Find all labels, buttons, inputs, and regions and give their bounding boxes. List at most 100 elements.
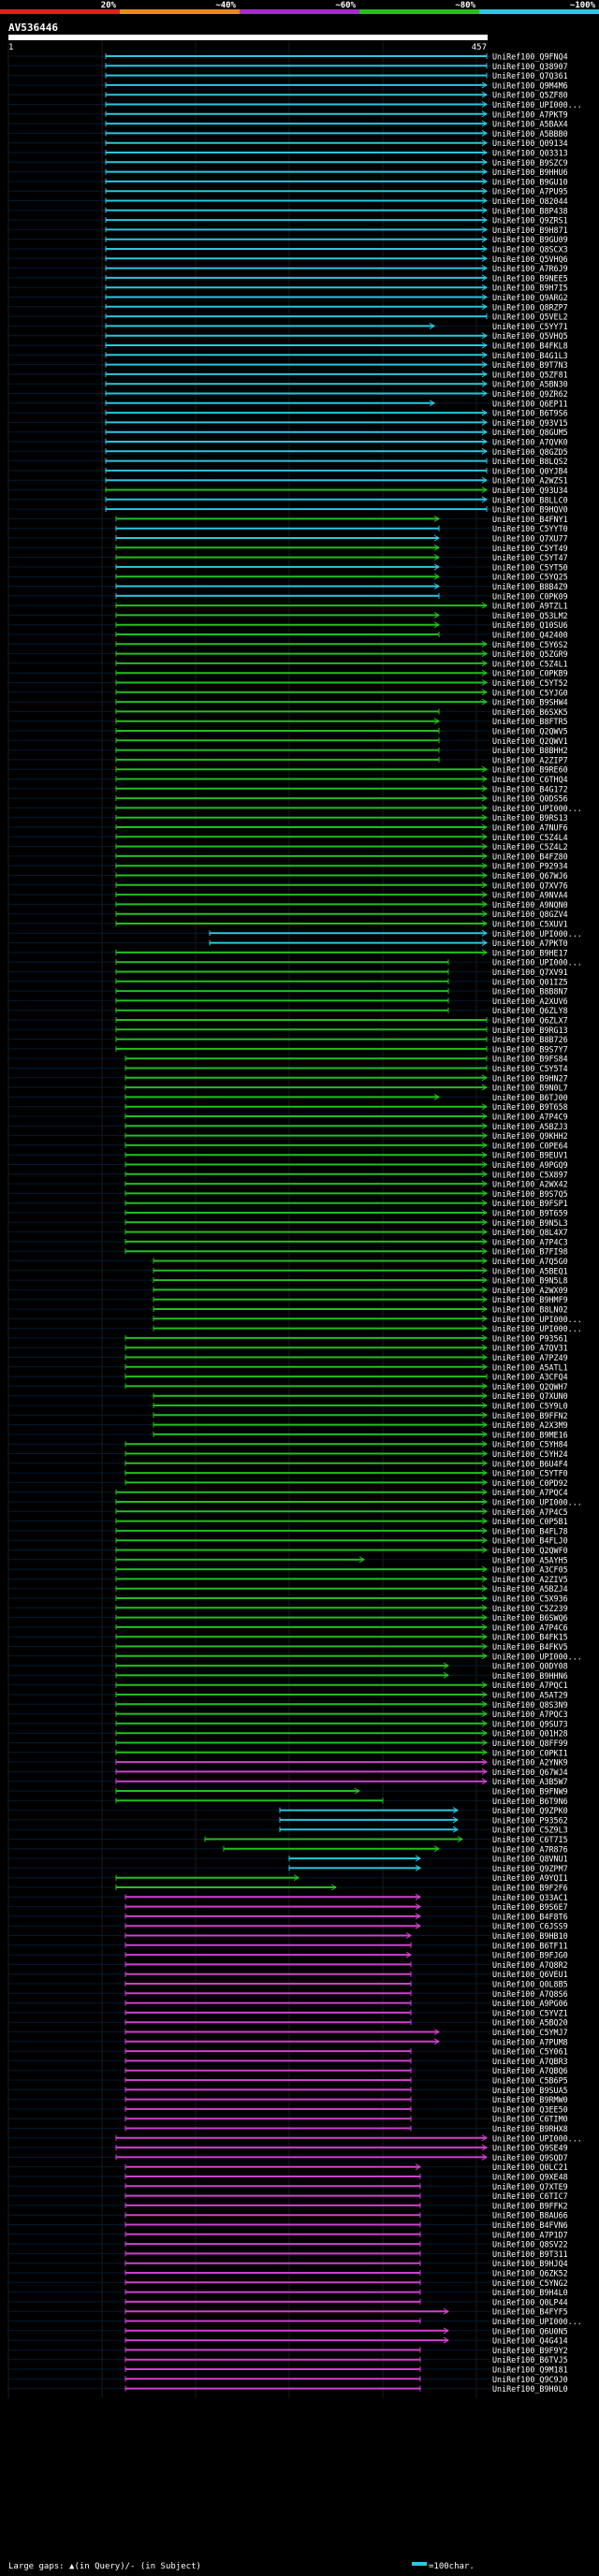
hit-row[interactable]: UniRef100_B4F8T6: [8, 1912, 568, 1921]
hit-row[interactable]: UniRef100_C6T7I5: [8, 1835, 568, 1844]
hit-label[interactable]: UniRef100_C0PKI1: [492, 1748, 568, 1757]
hit-label[interactable]: UniRef100_A7P4C6: [492, 1623, 568, 1632]
hit-row[interactable]: UniRef100_A7PQC4: [8, 1488, 568, 1497]
hit-row[interactable]: UniRef100_A9PGQ9: [8, 1160, 568, 1170]
hit-label[interactable]: UniRef100_Q09134: [492, 138, 568, 148]
hit-label[interactable]: UniRef100_C6TIM0: [492, 2115, 568, 2124]
hit-row[interactable]: UniRef100_Q03313: [8, 149, 568, 158]
hit-row[interactable]: UniRef100_Q67WJ4: [8, 1768, 568, 1777]
hit-label[interactable]: UniRef100_UPI000...: [492, 804, 582, 813]
hit-label[interactable]: UniRef100_Q67WJ6: [492, 871, 568, 880]
hit-row[interactable]: UniRef100_C5YT52: [8, 678, 568, 688]
hit-label[interactable]: UniRef100_Q8FF99: [492, 1739, 568, 1748]
hit-row[interactable]: UniRef100_C5Z4L1: [8, 659, 568, 668]
hit-row[interactable]: UniRef100_B4G172: [8, 784, 568, 793]
hit-label[interactable]: UniRef100_Q8GUM5: [492, 428, 568, 437]
hit-row[interactable]: UniRef100_A7Q8S6: [8, 1989, 568, 1999]
hit-row[interactable]: UniRef100_C0P5B1: [8, 1517, 568, 1526]
hit-row[interactable]: UniRef100_C0PE64: [8, 1141, 568, 1150]
hit-label[interactable]: UniRef100_A9NQN0: [492, 900, 568, 910]
hit-label[interactable]: UniRef100_B9SUA5: [492, 2086, 568, 2095]
hit-label[interactable]: UniRef100_Q9ZR62: [492, 389, 568, 399]
hit-row[interactable]: UniRef100_A7QBQ6: [8, 2066, 568, 2075]
hit-label[interactable]: UniRef100_A5BN30: [492, 380, 568, 389]
hit-label[interactable]: UniRef100_B9RE60: [492, 765, 568, 775]
hit-label[interactable]: UniRef100_A3CF05: [492, 1565, 568, 1575]
hit-row[interactable]: UniRef100_Q9KHH2: [8, 1131, 568, 1141]
hit-label[interactable]: UniRef100_Q67WJ4: [492, 1768, 568, 1777]
hit-row[interactable]: UniRef100_B9T659: [8, 1209, 568, 1218]
hit-label[interactable]: UniRef100_A3CFQ4: [492, 1373, 568, 1382]
hit-row[interactable]: UniRef100_C5Y6S2: [8, 640, 568, 649]
hit-label[interactable]: UniRef100_Q4G414: [492, 2336, 568, 2346]
hit-row[interactable]: UniRef100_Q4G414: [8, 2336, 568, 2346]
hit-label[interactable]: UniRef100_C5YT50: [492, 562, 568, 572]
hit-label[interactable]: UniRef100_A7QVK0: [492, 438, 568, 447]
hit-row[interactable]: UniRef100_A7QBR3: [8, 2057, 568, 2066]
hit-label[interactable]: UniRef100_C0PE64: [492, 1141, 568, 1150]
hit-row[interactable]: UniRef100_Q9SU73: [8, 1719, 568, 1728]
hit-label[interactable]: UniRef100_C5YT47: [492, 553, 568, 562]
hit-label[interactable]: UniRef100_B9FS84: [492, 1055, 568, 1064]
hit-label[interactable]: UniRef100_UPI000...: [492, 929, 582, 939]
hit-label[interactable]: UniRef100_Q9ZRS1: [492, 216, 568, 226]
hit-label[interactable]: UniRef100_A2WX09: [492, 1286, 568, 1295]
hit-row[interactable]: UniRef100_UPI000...: [8, 2317, 582, 2326]
hit-label[interactable]: UniRef100_A3B5W7: [492, 1777, 568, 1786]
hit-row[interactable]: UniRef100_Q9ZRS1: [8, 216, 568, 226]
hit-row[interactable]: UniRef100_Q5VEL2: [8, 313, 568, 322]
hit-label[interactable]: UniRef100_B9NEE5: [492, 273, 568, 283]
hit-row[interactable]: UniRef100_A3CFQ4: [8, 1373, 568, 1382]
hit-row[interactable]: UniRef100_Q8FF99: [8, 1739, 568, 1748]
hit-label[interactable]: UniRef100_C5YY71: [492, 322, 568, 331]
hit-row[interactable]: UniRef100_A5AYH5: [8, 1555, 568, 1565]
hit-row[interactable]: UniRef100_UPI000...: [8, 1315, 582, 1324]
hit-row[interactable]: UniRef100_Q7XV91: [8, 968, 568, 977]
hit-row[interactable]: UniRef100_C5Y5T4: [8, 1064, 568, 1073]
hit-label[interactable]: UniRef100_Q7XUN0: [492, 1391, 568, 1401]
hit-label[interactable]: UniRef100_A7R876: [492, 1844, 568, 1854]
hit-row[interactable]: UniRef100_C5XUV1: [8, 920, 568, 929]
hit-row[interactable]: UniRef100_Q33AC1: [8, 1893, 568, 1902]
hit-label[interactable]: UniRef100_UPI000...: [492, 100, 582, 109]
hit-label[interactable]: UniRef100_A9NVA4: [492, 891, 568, 900]
hit-row[interactable]: UniRef100_B8P438: [8, 206, 568, 215]
hit-label[interactable]: UniRef100_A9TZL1: [492, 602, 568, 611]
hit-label[interactable]: UniRef100_B8B726: [492, 1035, 568, 1044]
hit-row[interactable]: UniRef100_B9S7Q5: [8, 1189, 568, 1199]
hit-label[interactable]: UniRef100_P92934: [492, 862, 568, 871]
hit-row[interactable]: UniRef100_B4FLJ0: [8, 1536, 568, 1546]
hit-row[interactable]: UniRef100_A5BQ20: [8, 2018, 568, 2028]
hit-label[interactable]: UniRef100_Q8VNU1: [492, 1855, 568, 1864]
hit-label[interactable]: UniRef100_B4FL78: [492, 1526, 568, 1535]
hit-label[interactable]: UniRef100_Q9XE48: [492, 2173, 568, 2182]
hit-row[interactable]: UniRef100_Q2QWV1: [8, 736, 568, 746]
hit-label[interactable]: UniRef100_UPI000...: [492, 2133, 582, 2143]
hit-label[interactable]: UniRef100_Q9C9J0: [492, 2375, 568, 2384]
hit-row[interactable]: UniRef100_Q6VEU1: [8, 1970, 568, 1979]
hit-label[interactable]: UniRef100_B9T658: [492, 1102, 568, 1112]
hit-label[interactable]: UniRef100_C5Z239: [492, 1604, 568, 1613]
hit-row[interactable]: UniRef100_B9FNW9: [8, 1787, 568, 1797]
hit-label[interactable]: UniRef100_Q6ZK52: [492, 2269, 568, 2278]
hit-row[interactable]: UniRef100_A2ZIP7: [8, 755, 568, 764]
hit-label[interactable]: UniRef100_B4FKV5: [492, 1642, 568, 1652]
hit-label[interactable]: UniRef100_Q9M4M6: [492, 80, 568, 90]
hit-label[interactable]: UniRef100_A7PQC1: [492, 1681, 568, 1690]
hit-row[interactable]: UniRef100_B9T311: [8, 2249, 568, 2259]
hit-row[interactable]: UniRef100_B6SXK5: [8, 707, 568, 717]
hit-row[interactable]: UniRef100_Q8RZP7: [8, 302, 568, 312]
hit-row[interactable]: UniRef100_A7R6J9: [8, 264, 568, 273]
hit-label[interactable]: UniRef100_A7P4C5: [492, 1507, 568, 1517]
hit-row[interactable]: UniRef100_Q9M181: [8, 2365, 568, 2375]
hit-row[interactable]: UniRef100_A2X3M9: [8, 1420, 568, 1430]
hit-row[interactable]: UniRef100_P92934: [8, 862, 568, 871]
hit-label[interactable]: UniRef100_C5YQ25: [492, 573, 568, 582]
hit-row[interactable]: UniRef100_P93561: [8, 1333, 568, 1343]
hit-label[interactable]: UniRef100_A5BEQ1: [492, 1266, 568, 1275]
hit-label[interactable]: UniRef100_C5Y5T4: [492, 1064, 568, 1073]
hit-label[interactable]: UniRef100_B9GU10: [492, 177, 568, 186]
hit-row[interactable]: UniRef100_B9HE17: [8, 948, 568, 957]
hit-label[interactable]: UniRef100_B8FTR5: [492, 717, 568, 726]
hit-row[interactable]: UniRef100_C5Z239: [8, 1604, 568, 1613]
